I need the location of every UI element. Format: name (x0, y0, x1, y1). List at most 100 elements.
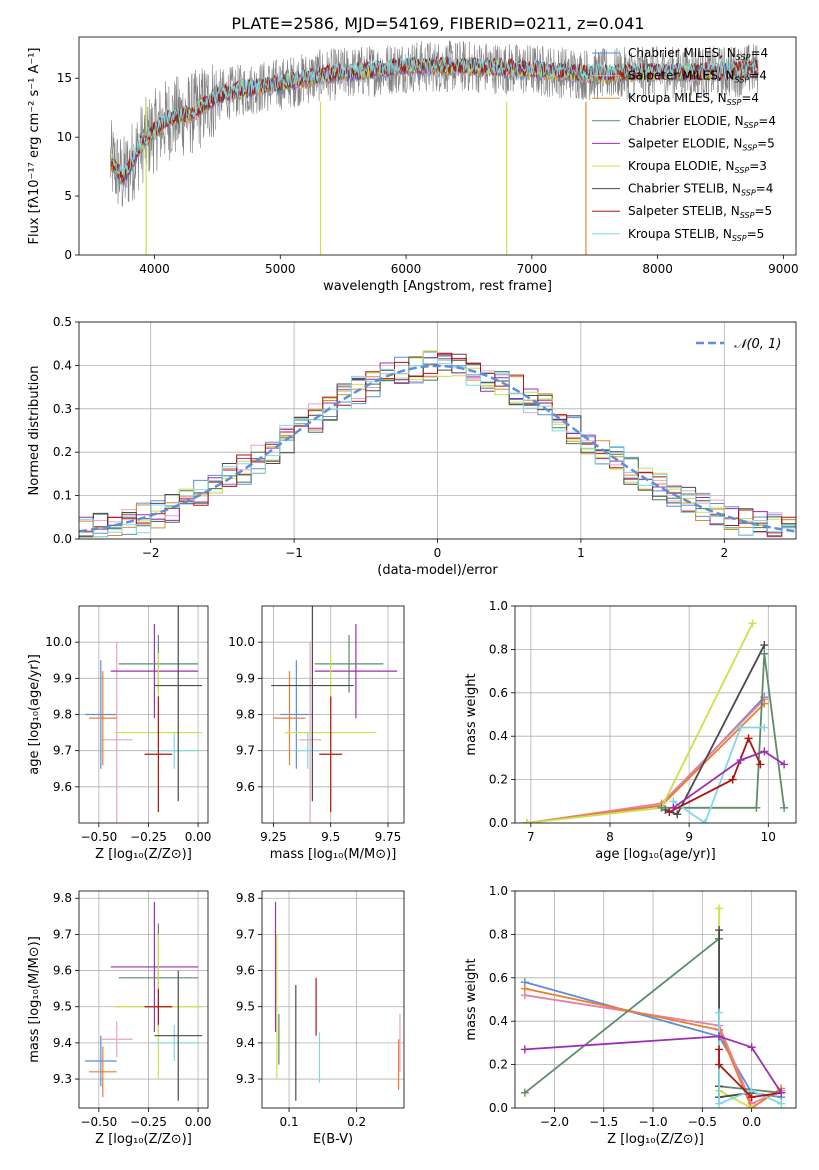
panel-spectrum: 4000 5000 6000 7000 8000 9000 0 5 10 15 wavelength… (27, 36, 799, 294)
y-tick-label: 1.0 (489, 599, 508, 613)
plot-area (271, 606, 398, 823)
y-tick-label: 9.7 (53, 744, 72, 758)
y-tick-label: 9.8 (236, 891, 255, 905)
weight-point-marker (669, 803, 678, 812)
y-tick-label: 9.9 (53, 671, 72, 685)
y-tick-label: 0.8 (489, 642, 508, 656)
legend-label: Kroupa ELODIE, NSSP=3 (628, 159, 767, 175)
panel-residuals: −2 −1 0 1 2 0.0 0.1 0.2 0.3 0.4 0.5 (data-model)/er… (27, 315, 797, 578)
x-tick-label: −0.50 (80, 1115, 117, 1129)
weight-point-marker (728, 775, 737, 784)
weight-point-marker (777, 1099, 786, 1108)
weight-point-marker (760, 723, 769, 732)
normal-curve (79, 364, 796, 533)
panel-weight-Z: −2.0 −1.5 −1.0 −0.5 0.0 0.0 0.2 0.4 0.6 0.8 1.0 Z [… (464, 884, 797, 1147)
weight-series-line (526, 623, 754, 823)
weight-series-line (524, 987, 782, 1108)
y-tick-label: 9.6 (236, 780, 255, 794)
weight-point-marker (715, 1060, 724, 1069)
weight-series-line (718, 908, 753, 1108)
weight-point-marker (715, 1008, 724, 1017)
x-tick-label: −1.5 (589, 1115, 618, 1129)
y-tick-label: 10 (57, 130, 72, 144)
plot-area (84, 901, 203, 1101)
weight-series-line (524, 1035, 782, 1094)
y-axis-label: Flux [fλ10⁻¹⁷ erg cm⁻² s⁻¹ A⁻¹] (27, 48, 42, 245)
x-tick-label: 0 (434, 546, 442, 560)
y-tick-label: 0.2 (489, 773, 508, 787)
x-tick-label: 8000 (642, 262, 673, 276)
weight-series-line (718, 930, 752, 1099)
spectrum-model-line (110, 55, 759, 178)
weight-point-marker (777, 1088, 786, 1097)
panel-age-Z: −0.50 −0.25 0.00 9.6 9.7 9.8 9.9 10.0 Z [log₁₀(Z… (27, 605, 212, 862)
legend-label: Kroupa MILES, NSSP=4 (628, 91, 759, 107)
y-tick-label: 9.5 (236, 1000, 255, 1014)
plot-area (520, 904, 786, 1108)
weight-point-marker (752, 803, 761, 812)
weight-point-marker (736, 756, 745, 765)
legend-label: Salpeter ELODIE, NSSP=5 (628, 136, 775, 152)
weight-point-marker (520, 984, 529, 993)
axes-frame (261, 605, 405, 824)
x-tick-label: 7000 (517, 262, 548, 276)
x-tick-label: −0.25 (130, 830, 167, 844)
y-tick-label: 9.7 (53, 927, 72, 941)
weight-point-marker (657, 803, 666, 812)
weight-point-marker (747, 1093, 756, 1102)
weight-point-marker (747, 1104, 756, 1108)
weight-point-marker (748, 619, 757, 628)
x-axis-label: Z [log₁₀(Z/Z⊙)] (607, 1132, 704, 1147)
y-tick-label: 0 (64, 248, 72, 262)
y-tick-label: 0.4 (489, 729, 508, 743)
legend-label: Chabrier STELIB, NSSP=4 (628, 182, 773, 198)
x-tick-label: 9.5 (321, 830, 340, 844)
weight-point-marker (715, 1032, 724, 1041)
legend-label: Salpeter STELIB, NSSP=5 (628, 204, 772, 220)
x-tick-label: 4000 (139, 262, 170, 276)
axes-frame (78, 36, 797, 256)
weight-point-marker (715, 926, 724, 935)
plot-area (274, 901, 401, 1101)
y-tick-label: 9.5 (53, 1000, 72, 1014)
y-tick-label: 9.6 (53, 780, 72, 794)
y-tick-label: 9.8 (53, 891, 72, 905)
y-tick-label: 9.4 (53, 1036, 72, 1050)
weight-series-line (718, 1049, 782, 1099)
y-tick-label: 0.3 (53, 402, 72, 416)
weight-point-marker (747, 1043, 756, 1052)
y-tick-label: 9.6 (53, 964, 72, 978)
weight-point-marker (744, 734, 753, 743)
plot-area (110, 40, 759, 255)
y-tick-label: 15 (57, 71, 72, 85)
panel-mass-Z: −0.50 −0.25 0.00 9.3 9.4 9.5 9.6 9.7 9.8 Z [log₁₀… (27, 890, 211, 1147)
y-tick-label: 0.6 (489, 686, 508, 700)
x-tick-label: −1.0 (638, 1115, 667, 1129)
weight-point-marker (760, 641, 769, 650)
x-axis-label: wavelength [Angstrom, rest frame] (323, 279, 552, 294)
x-tick-label: 0.2 (347, 1115, 366, 1129)
weight-point-marker (756, 760, 765, 769)
y-tick-label: 0.2 (53, 445, 72, 459)
x-tick-label: 1 (577, 546, 585, 560)
weight-point-marker (780, 760, 789, 769)
y-tick-label: 9.8 (53, 708, 72, 722)
weight-point-marker (520, 1045, 529, 1054)
x-tick-label: 0.00 (185, 830, 212, 844)
panel-mass-EBV: 0.1 0.2 9.3 9.4 9.5 9.6 9.7 9.8 E(B-V) (236, 890, 405, 1147)
y-axis-label: Normed distribution (27, 366, 42, 496)
x-tick-label: −0.25 (130, 1115, 167, 1129)
y-tick-label: 9.9 (236, 671, 255, 685)
legend-label: Salpeter MILES, NSSP=4 (628, 69, 767, 85)
weight-point-marker (715, 1045, 724, 1054)
legend-label: Chabrier ELODIE, NSSP=4 (628, 114, 776, 130)
x-tick-label: 9000 (768, 262, 799, 276)
weight-point-marker (780, 803, 789, 812)
y-tick-label: 9.3 (53, 1072, 72, 1086)
x-axis-label: Z [log₁₀(Z/Z⊙)] (95, 1132, 192, 1147)
y-tick-label: 0.0 (489, 1101, 508, 1115)
weight-point-marker (760, 747, 769, 756)
x-tick-label: 9 (685, 830, 693, 844)
y-tick-label: 9.7 (236, 744, 255, 758)
histogram-step (79, 358, 796, 538)
